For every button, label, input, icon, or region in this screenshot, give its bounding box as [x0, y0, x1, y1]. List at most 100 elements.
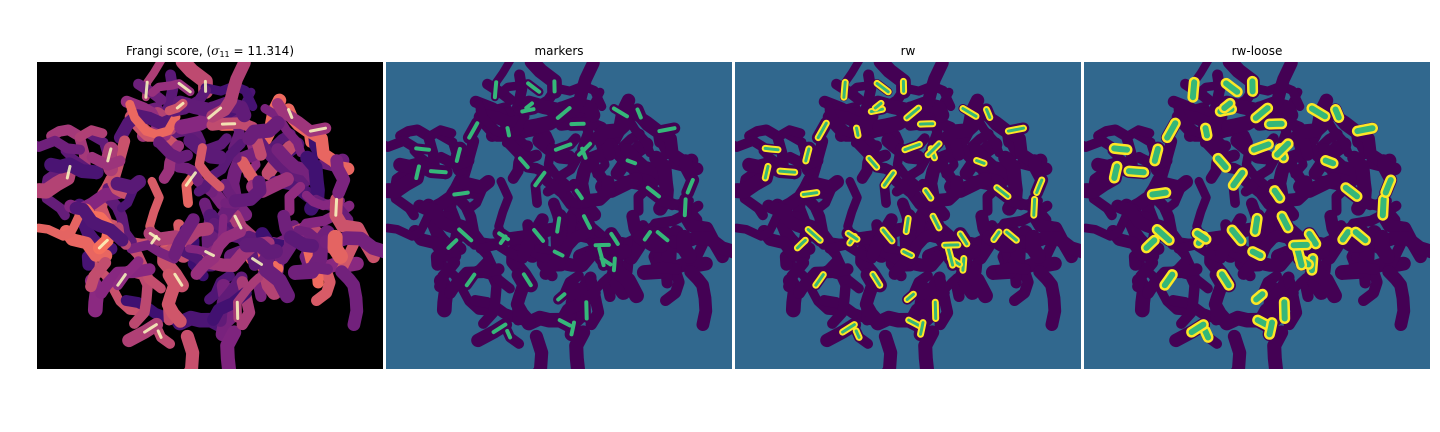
rw-segment-core: [875, 81, 890, 94]
marker-seed: [611, 106, 629, 119]
rw-segment-core: [871, 272, 882, 287]
vessel-region: [676, 229, 697, 264]
rw-loose-segment-core: [1279, 213, 1291, 231]
marker-seed: [685, 178, 695, 195]
rw-segment-core: [816, 121, 828, 140]
rw-loose-segment-core: [1249, 248, 1264, 259]
vessel-region: [926, 175, 965, 208]
vessel-region: [44, 157, 104, 180]
vessel-region: [646, 261, 682, 276]
frangi-highlight: [116, 273, 127, 287]
vessel-region: [856, 140, 883, 184]
vessel-region: [772, 125, 806, 142]
vessel-region: [46, 124, 92, 174]
vessel-region: [297, 261, 333, 276]
vessel-region: [1275, 175, 1314, 208]
rw-segment-core: [842, 80, 847, 99]
vessel-region: [859, 268, 885, 328]
rw-segment-core: [931, 214, 941, 230]
rw-loose-segment-core: [1143, 237, 1158, 251]
rw-segment-core: [961, 107, 978, 118]
rw-loose-segment-core: [1202, 125, 1210, 139]
rw-segment-core: [1035, 178, 1044, 194]
rw-segment-core: [778, 169, 797, 174]
rw-segment-core: [854, 329, 861, 339]
vessel-region: [158, 140, 185, 184]
rw-loose-segment-core: [1306, 230, 1319, 247]
frangi-highlight: [97, 238, 109, 250]
vessel-region: [660, 269, 685, 307]
rw-panel-title: rw: [900, 44, 916, 58]
marker-seed: [532, 228, 545, 243]
rw-loose-segment-core: [1352, 229, 1369, 244]
rw-segment-core: [905, 292, 915, 301]
rw-loose-segments: [1108, 75, 1397, 343]
vessel-region: [86, 151, 126, 171]
frangi-highlight: [148, 231, 161, 241]
vessel-region: [569, 325, 591, 369]
rw-loose-image-canvas: [1084, 62, 1430, 369]
marker-seed: [597, 246, 606, 268]
vessel-region: [201, 133, 232, 155]
frangi-title-subscript: 11: [219, 50, 230, 59]
vessel-region: [1157, 175, 1193, 195]
marker-seed: [552, 249, 565, 258]
marker-seed: [414, 146, 431, 152]
frangi-highlight: [65, 164, 72, 180]
vessel-region: [474, 99, 530, 139]
vessel-region: [502, 136, 542, 164]
vessel-region: [507, 140, 534, 184]
rw-loose-segment-core: [1294, 245, 1305, 269]
marker-seed: [446, 238, 459, 250]
vessel-region: [1289, 115, 1332, 146]
rw-loose-segment-core: [1274, 140, 1292, 158]
marker-seed: [524, 101, 534, 110]
rw-segment-core: [992, 230, 1001, 241]
rw-loose-segment-core: [1218, 271, 1232, 289]
rw-loose-segment-core: [1161, 271, 1176, 289]
vessel-region: [475, 240, 528, 264]
vessel-region: [168, 213, 200, 262]
vessel-region: [517, 213, 549, 262]
rw-loose-segment-core: [1125, 168, 1147, 176]
rw-loose-segment-core: [1189, 79, 1198, 101]
vessel-region: [1172, 99, 1228, 139]
rw-segment-core: [1006, 126, 1025, 133]
markers-image: [386, 62, 732, 369]
vessel-region: [793, 263, 854, 299]
markers-image-canvas: [386, 62, 732, 369]
marker-seed: [491, 322, 508, 335]
vessel-region: [423, 125, 457, 142]
vessel-region: [125, 99, 181, 139]
vessel-region: [194, 143, 225, 192]
rw-loose-segment-core: [1229, 227, 1244, 244]
vessel-region: [878, 329, 898, 369]
vessel-region: [95, 263, 156, 299]
rw-segment-core: [795, 238, 807, 250]
vessel-region: [1132, 256, 1159, 293]
vessel-region: [1382, 265, 1411, 331]
rw-loose-segment-core: [1149, 189, 1169, 198]
marker-seed: [518, 156, 530, 170]
vessel-region: [1215, 213, 1247, 262]
frangi-highlight: [144, 80, 149, 99]
vessel-region: [823, 99, 879, 139]
vessel-region: [577, 175, 616, 208]
vessel-region: [69, 201, 129, 247]
vessel-region: [808, 175, 844, 195]
vessel-region: [744, 124, 790, 174]
marker-seed: [428, 169, 448, 175]
marker-seed: [555, 106, 572, 120]
vessel-region: [126, 240, 179, 264]
vessel-region: [327, 229, 348, 264]
vessel-region: [824, 240, 877, 264]
marker-seed: [682, 197, 688, 218]
frangi-title-value: = 11.314): [229, 44, 294, 58]
marker-seed: [556, 292, 567, 302]
vessel-region: [1227, 329, 1247, 369]
rw-segment-core: [926, 142, 941, 157]
vessel-region: [866, 213, 898, 262]
marker-seed: [457, 227, 474, 243]
rw-loose-segment-core: [1111, 163, 1120, 181]
vessel-region: [851, 136, 891, 164]
